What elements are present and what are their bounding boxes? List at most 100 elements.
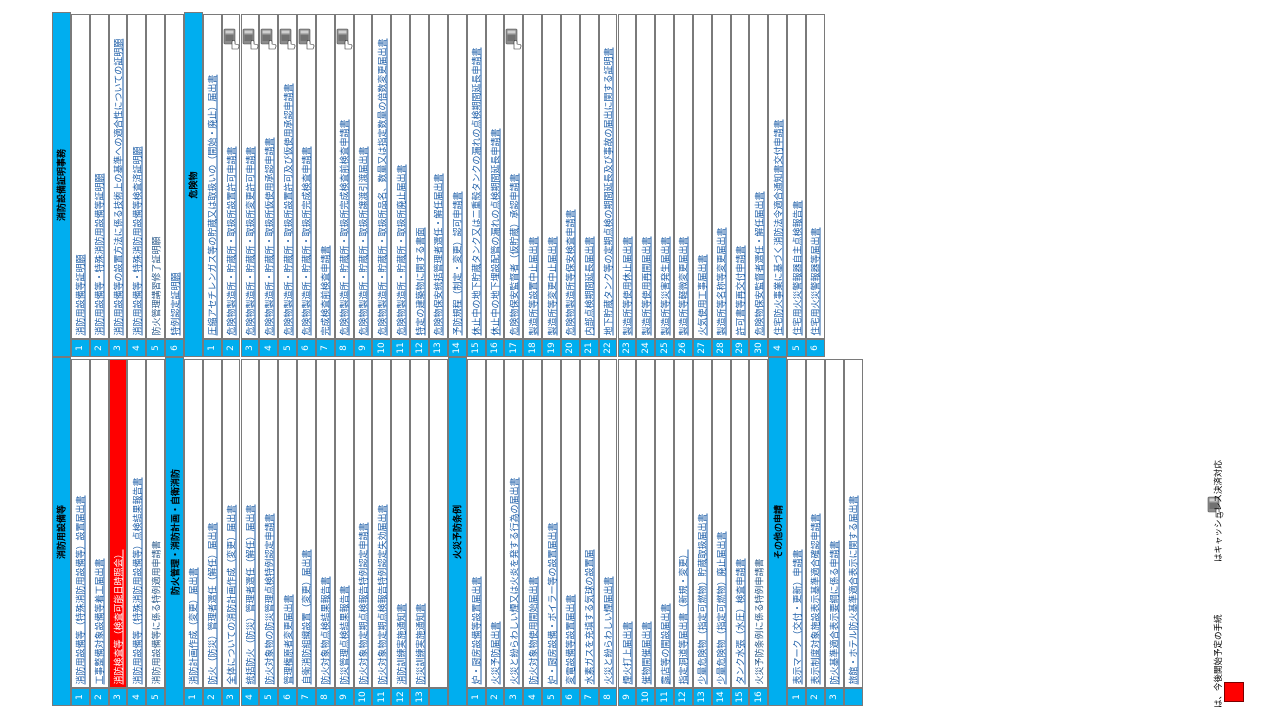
procedure-link[interactable]: 製造所等災害発生届出書 (661, 235, 672, 335)
procedure-link[interactable]: 内部点検期間延長届出書 (585, 235, 596, 335)
procedure-link[interactable]: 炉・厨房設備等設置届出書 (472, 575, 483, 684)
procedure-link[interactable]: 危険物製造所・貯蔵所・取扱所仮使用承認申請書 (265, 136, 276, 335)
procedure-link[interactable]: 圧縮アセチレンガス等の貯蔵又は取扱いの（開始・廃止）届出書 (208, 74, 219, 335)
procedure-link[interactable]: 製造所等使用休止届出書 (623, 235, 634, 335)
procedure-item[interactable]: 消防用設備等（特殊消防用設備等）点検結果報告書 (127, 359, 147, 688)
procedure-item[interactable]: 住宅用火災警報器等届出書 (806, 14, 825, 339)
procedure-item[interactable]: 製造所等災害発生届出書 (655, 14, 675, 339)
procedure-item[interactable]: 消防訓練実施通知書 (391, 359, 411, 688)
procedure-link[interactable]: 火災と紛らわしい煙届出書 (604, 575, 615, 684)
procedure-item[interactable]: 住宅用火災警報器自主点検報告書 (787, 14, 806, 339)
procedure-link[interactable]: 露店等の開設届出書 (661, 602, 672, 684)
procedure-link[interactable]: 消防検査等（検査可能日時照会） (114, 548, 125, 684)
procedure-item[interactable]: 火災予防届出書 (485, 359, 505, 688)
procedure-link[interactable]: 旅館・ホテル防火基準適合表示に関する届出書 (849, 494, 860, 684)
procedure-item[interactable]: 防火対象物定期点検報告特例認定申請書 (353, 359, 373, 688)
procedure-item[interactable]: 危険物製造所・貯蔵所・取扱所設置許可及び仮使用承認申請書 (278, 14, 298, 339)
procedure-item[interactable]: 防災訓練実施通知書 (410, 359, 429, 688)
procedure-link[interactable]: 催物開催届出書 (642, 620, 653, 684)
procedure-item[interactable]: 危険物保安統括管理者選任・解任届出書 (429, 14, 448, 339)
procedure-link[interactable]: 工事整備対象設備等着工届出書 (95, 557, 106, 684)
procedure-item[interactable]: 統括防火（防災）管理者選任（解任）届出書 (240, 359, 260, 688)
procedure-item[interactable]: 少量危険物（指定可燃物）廃止届出書 (711, 359, 731, 688)
procedure-item[interactable]: 地下貯蔵タンク等の定期点検の期間延長及び事故の届出に関する証明書 (598, 14, 618, 339)
procedure-link[interactable]: 特定の建築物に関する書面 (416, 226, 427, 335)
procedure-link[interactable]: 防火対象物定期点検報告特例認定申請書 (359, 521, 370, 684)
procedure-link[interactable]: 火災と紛らわしい煙又は火炎を発する行為の届出書 (510, 476, 521, 684)
procedure-item[interactable]: 消防計画作成（変更）届出書 (183, 359, 203, 688)
procedure-item[interactable]: 消防用設備等の設置方法に係る技術上の基準への適合性についての証明願 (108, 14, 128, 339)
procedure-item[interactable]: 製造所等設置中止届出書 (523, 14, 543, 339)
procedure-link[interactable]: 火災予防届出書 (491, 620, 502, 684)
procedure-item[interactable]: 完成検査前検査申請書 (315, 14, 335, 339)
procedure-link[interactable]: 製造所等設置中止届出書 (529, 235, 540, 335)
procedure-link[interactable]: 危険物保安監督者選任・解任届出書 (755, 190, 766, 335)
procedure-link[interactable]: 危険物製造所・貯蔵所・取扱所設置許可申請書 (227, 145, 238, 335)
procedure-item[interactable]: 休止中の地下埋設配管の漏れの点検期間延長申請書 (485, 14, 505, 339)
procedure-link[interactable]: 危険物製造所・貯蔵所・取扱所設置許可及び仮使用承認申請書 (284, 82, 295, 335)
procedure-link[interactable]: 防災訓練実施通知書 (416, 602, 427, 684)
procedure-item[interactable]: 自衛消防組織設置（変更）届出書 (297, 359, 316, 688)
procedure-link[interactable]: 防災管理点検結果報告書 (340, 584, 351, 684)
procedure-item[interactable]: 製造所等軽微変更届出書 (674, 14, 693, 339)
procedure-item[interactable]: 表示制度対象施設表示基準適合確認申請書 (806, 359, 825, 688)
procedure-link[interactable]: 統括防火（防災）管理者選任（解任）届出書 (246, 503, 257, 684)
procedure-link[interactable]: 消防用設備等（特殊消防用設備等）設置届出書 (76, 494, 87, 684)
procedure-item[interactable]: 防災管理点検結果報告書 (334, 359, 354, 688)
procedure-item[interactable]: 危険物製造所・貯蔵所・取扱所変更許可申請書 (240, 14, 260, 339)
procedure-link[interactable]: 消防用設備等証明願 (76, 253, 87, 335)
procedure-item[interactable]: 危険物製造所・貯蔵所・取扱所廃止届出書 (391, 14, 411, 339)
procedure-link[interactable]: 危険物製造所・貯蔵所・取扱所完成検査申請書 (302, 145, 313, 335)
procedure-item[interactable]: 特例認定証明願 (165, 14, 184, 339)
procedure-item[interactable]: 危険物製造所・貯蔵所・取扱所仮使用承認申請書 (259, 14, 279, 339)
procedure-item[interactable]: 住宅防火事業に基づく消防法令適合通知書交付申請書 (768, 14, 788, 339)
procedure-link[interactable]: 製造所等使用再開届出書 (642, 235, 653, 335)
procedure-link[interactable]: 消防用設備等の設置方法に係る技術上の基準への適合性についての証明願 (114, 38, 125, 335)
procedure-link[interactable]: 少量危険物（指定可燃物）廃止届出書 (717, 530, 728, 684)
procedure-item[interactable]: 圧縮アセチレンガス等の貯蔵又は取扱いの（開始・廃止）届出書 (202, 14, 222, 339)
procedure-link[interactable]: 少量危険物（指定可燃物）貯蔵取扱届出書 (698, 512, 709, 684)
procedure-link[interactable]: 住宅用火災警報器等届出書 (811, 226, 822, 335)
procedure-item[interactable]: タンク水張（水圧）検査申請書 (730, 359, 750, 688)
procedure-link[interactable]: 自衛消防組織設置（変更）届出書 (302, 548, 313, 684)
procedure-item[interactable]: 防火対象物定期点検報告特例認定失効届出書 (372, 359, 392, 688)
procedure-link[interactable]: 炉・厨房設備・ボイラー等の設置届出書 (548, 521, 559, 684)
procedure-link[interactable]: 許可書等再交付申請書 (736, 244, 747, 335)
procedure-item[interactable]: 旅館・ホテル防火基準適合表示に関する届出書 (843, 359, 863, 688)
procedure-item[interactable]: 危険物製造所・貯蔵所・取扱所譲渡引渡届出書 (353, 14, 373, 339)
procedure-item[interactable]: 危険物製造所・貯蔵所・取扱所完成検査前検査申請書 (334, 14, 354, 339)
procedure-item[interactable]: 消防用設備等・特殊消防用設備等検査済証明願 (127, 14, 147, 339)
procedure-link[interactable]: 特例認定証明願 (171, 271, 182, 335)
procedure-item[interactable]: 危険物製造所等保安検査申請書 (560, 14, 580, 339)
procedure-item[interactable]: 危険物保安監督者（仮貯蔵）承認申請書 (504, 14, 524, 339)
procedure-link[interactable]: 危険物保安統括管理者選任・解任届出書 (434, 172, 445, 335)
procedure-item[interactable]: 消防用設備等・特殊消防用設備等証明願 (89, 14, 109, 339)
procedure-item[interactable]: 消防用設備等（特殊消防用設備等）設置届出書 (70, 359, 90, 688)
procedure-item[interactable]: 水素ガスを充填する気球の設置届 (579, 359, 599, 688)
procedure-link[interactable]: 危険物製造所・貯蔵所・取扱所変更許可申請書 (246, 145, 257, 335)
procedure-item[interactable]: 製造所等変更中止届出書 (542, 14, 561, 339)
procedure-link[interactable]: 住宅防火事業に基づく消防法令適合通知書交付申請書 (774, 118, 785, 335)
procedure-item[interactable]: 危険物製造所・貯蔵所・取扱所完成検査申請書 (297, 14, 316, 339)
procedure-item[interactable]: 防火（防災）管理者選任（解任）届出書 (202, 359, 222, 688)
procedure-link[interactable]: 消防用設備等（特殊消防用設備等）点検結果報告書 (133, 476, 144, 684)
procedure-item[interactable]: 火災と紛らわしい煙届出書 (598, 359, 618, 688)
procedure-item[interactable]: 危険物製造所・貯蔵所・取扱所品名、数量又は指定数量の倍数変更届出書 (372, 14, 392, 339)
procedure-link[interactable]: 住宅用火災警報器自主点検報告書 (793, 199, 804, 335)
procedure-link[interactable]: 製造所等名称等変更届出書 (717, 226, 728, 335)
procedure-link[interactable]: 消防用設備等・特殊消防用設備等証明願 (95, 172, 106, 335)
procedure-item[interactable]: 火災と紛らわしい煙又は火炎を発する行為の届出書 (504, 359, 524, 688)
procedure-link[interactable]: 表示マーク（交付・更新）申請書 (793, 548, 804, 684)
procedure-link[interactable]: 防火対象物点検結果報告書 (321, 575, 332, 684)
procedure-item[interactable]: 変電設備等設置届出書 (560, 359, 580, 688)
procedure-item[interactable]: 表示マーク（交付・更新）申請書 (787, 359, 806, 688)
procedure-link[interactable]: 危険物製造所・貯蔵所・取扱所廃止届出書 (397, 163, 408, 335)
procedure-link[interactable]: 危険物製造所等保安検査申請書 (566, 208, 577, 335)
procedure-link[interactable]: 煙火打上届出書 (623, 620, 634, 684)
procedure-item[interactable]: 消防検査等（検査可能日時照会） (108, 359, 128, 688)
procedure-item[interactable]: 少量危険物（指定可燃物）貯蔵取扱届出書 (692, 359, 712, 688)
procedure-link[interactable]: 製造所等軽微変更届出書 (679, 235, 690, 335)
procedure-item[interactable]: 露店等の開設届出書 (655, 359, 675, 688)
procedure-item[interactable]: 予防規程（制定・変更）認可申請書 (447, 14, 467, 339)
procedure-item[interactable]: 防火対象物点検結果報告書 (315, 359, 335, 688)
